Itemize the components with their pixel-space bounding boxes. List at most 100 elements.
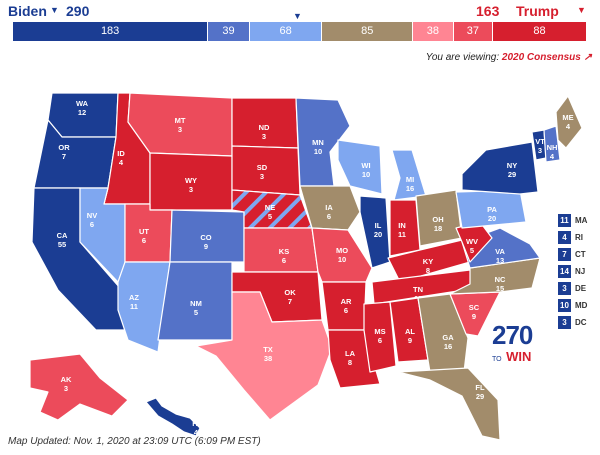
state-co[interactable]: CO9 — [169, 209, 245, 263]
state-abbr: TX — [263, 345, 273, 354]
state-wy[interactable]: WY3 — [149, 152, 233, 211]
state-vt[interactable]: VT3 — [531, 129, 547, 161]
biden-label[interactable]: Biden — [8, 3, 47, 19]
state-abbr: NV — [87, 211, 97, 220]
small-state-ev[interactable]: 7 — [558, 247, 571, 261]
small-state-ev[interactable]: 14 — [558, 264, 571, 278]
state-nh[interactable]: NH4 — [543, 125, 561, 163]
state-abbr: WI — [361, 161, 370, 170]
logo-to: TO — [492, 356, 502, 363]
small-state-ev[interactable]: 11 — [558, 213, 571, 227]
state-me[interactable]: ME4 — [555, 95, 583, 149]
state-shape[interactable] — [29, 353, 129, 421]
state-ev: 12 — [78, 108, 86, 117]
state-abbr: TN — [413, 285, 423, 294]
state-abbr: WV — [466, 237, 478, 246]
state-shape[interactable] — [363, 301, 397, 373]
state-ev: 9 — [408, 336, 412, 345]
state-shape[interactable] — [359, 195, 391, 269]
small-state-ev[interactable]: 3 — [558, 315, 571, 329]
small-state-ma[interactable]: 11 MA — [558, 212, 587, 228]
state-nd[interactable]: ND3 — [231, 97, 299, 149]
state-abbr: IN — [398, 221, 406, 230]
state-nm[interactable]: NM5 — [157, 261, 233, 341]
us-electoral-map: WA12OR7CA55ID4NV6MT3WY3UT6AZ11CO9NM5ND3S… — [29, 92, 583, 441]
state-abbr: UT — [139, 227, 149, 236]
state-shape[interactable] — [145, 397, 201, 437]
state-shape[interactable] — [461, 141, 539, 195]
small-state-ct[interactable]: 7 CT — [558, 246, 587, 262]
state-shape[interactable] — [397, 367, 501, 441]
state-hi[interactable]: HI4 — [145, 397, 201, 437]
viewing-line: You are viewing: 2020 Consensus ↗ — [426, 52, 592, 63]
state-abbr: OH — [432, 215, 443, 224]
small-state-ri[interactable]: 4 RI — [558, 229, 587, 245]
external-link-icon[interactable]: ↗ — [583, 52, 592, 63]
state-abbr: VA — [495, 247, 505, 256]
state-shape[interactable] — [299, 185, 361, 231]
trump-dropdown-icon[interactable]: ▼ — [577, 5, 586, 15]
state-ev: 10 — [362, 170, 370, 179]
state-ev: 29 — [476, 392, 484, 401]
state-ev: 9 — [204, 242, 208, 251]
trump-label[interactable]: Trump — [516, 3, 559, 19]
small-state-md[interactable]: 10 MD — [558, 297, 587, 313]
small-state-de[interactable]: 3 DE — [558, 280, 587, 296]
state-abbr: WA — [76, 99, 89, 108]
state-ar[interactable]: AR6 — [321, 281, 367, 331]
small-state-ev[interactable]: 3 — [558, 281, 571, 295]
state-abbr: OK — [284, 288, 296, 297]
state-ev: 3 — [260, 172, 264, 181]
state-sd[interactable]: SD3 — [231, 145, 301, 196]
biden-electoral-votes: 290 — [66, 3, 90, 19]
logo-win: WIN — [506, 349, 532, 364]
results-header: Biden ▼ 290 163 Trump ▼ ▼ — [0, 0, 600, 22]
state-abbr: VT — [535, 137, 545, 146]
small-state-ev[interactable]: 10 — [558, 298, 571, 312]
state-ev: 3 — [64, 384, 68, 393]
small-state-ev[interactable]: 4 — [558, 230, 571, 244]
small-state-nj[interactable]: 14 NJ — [558, 263, 587, 279]
state-abbr: NH — [547, 143, 558, 152]
state-shape[interactable] — [337, 139, 383, 195]
state-ia[interactable]: IA6 — [299, 185, 361, 231]
state-abbr: ND — [259, 123, 270, 132]
state-ev: 3 — [262, 132, 266, 141]
state-ev: 13 — [496, 256, 504, 265]
state-ne[interactable]: NE5 — [231, 189, 313, 229]
state-shape[interactable] — [195, 291, 333, 421]
state-ks[interactable]: KS6 — [243, 227, 319, 273]
state-shape[interactable] — [391, 149, 427, 201]
state-ak[interactable]: AK3 — [29, 353, 129, 421]
state-abbr: NC — [495, 275, 506, 284]
state-abbr: NE — [265, 203, 275, 212]
state-abbr: KS — [279, 247, 289, 256]
state-abbr: MO — [336, 246, 348, 255]
270towin-logo[interactable]: 270 TO WIN — [492, 322, 552, 366]
state-abbr: MT — [175, 116, 186, 125]
biden-dropdown-icon[interactable]: ▼ — [50, 5, 59, 15]
state-ut[interactable]: UT6 — [124, 203, 173, 263]
viewing-map-link[interactable]: 2020 Consensus — [501, 52, 581, 63]
state-shape[interactable] — [543, 125, 561, 163]
small-state-dc[interactable]: 3 DC — [558, 314, 587, 330]
state-shape[interactable] — [555, 95, 583, 149]
state-ev: 5 — [268, 212, 272, 221]
state-ev: 10 — [338, 255, 346, 264]
state-ms[interactable]: MS6 — [363, 301, 397, 373]
bar-segment: 39 — [208, 22, 250, 41]
state-abbr: SD — [257, 163, 268, 172]
state-ev: 10 — [314, 147, 322, 156]
